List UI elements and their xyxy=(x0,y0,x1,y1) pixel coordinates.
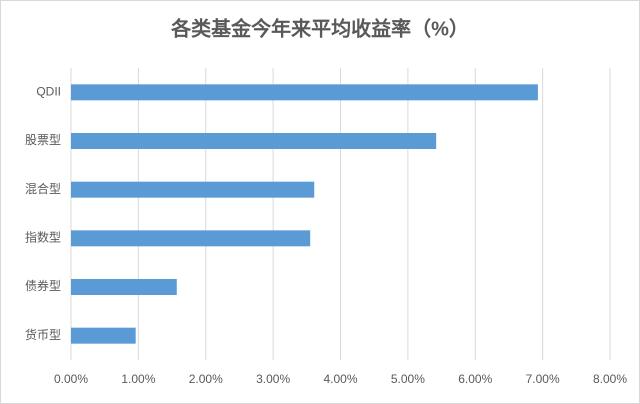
bar xyxy=(71,181,315,198)
y-tick-label: 混合型 xyxy=(25,181,61,196)
y-tick-label: QDII xyxy=(36,85,61,99)
y-tick-label: 股票型 xyxy=(25,133,61,147)
bar xyxy=(71,230,311,247)
chart-title: 各类基金今年来平均收益率（%） xyxy=(170,16,469,40)
x-tick-label: 3.00% xyxy=(256,372,290,386)
y-tick-label: 债券型 xyxy=(25,278,61,293)
bar xyxy=(71,133,437,149)
x-tick-label: 8.00% xyxy=(593,372,627,386)
y-tick-label: 货币型 xyxy=(25,327,61,342)
x-tick-label: 6.00% xyxy=(458,372,492,386)
x-tick-label: 1.00% xyxy=(121,372,155,386)
x-tick-label: 5.00% xyxy=(391,372,425,386)
bar xyxy=(71,84,538,101)
x-tick-label: 2.00% xyxy=(189,372,223,386)
y-tick-label: 指数型 xyxy=(25,230,61,245)
bar xyxy=(71,279,177,295)
x-tick-label: 0.00% xyxy=(54,372,88,386)
x-tick-label: 4.00% xyxy=(323,372,357,386)
x-tick-label: 7.00% xyxy=(526,372,560,386)
bar xyxy=(71,327,136,344)
